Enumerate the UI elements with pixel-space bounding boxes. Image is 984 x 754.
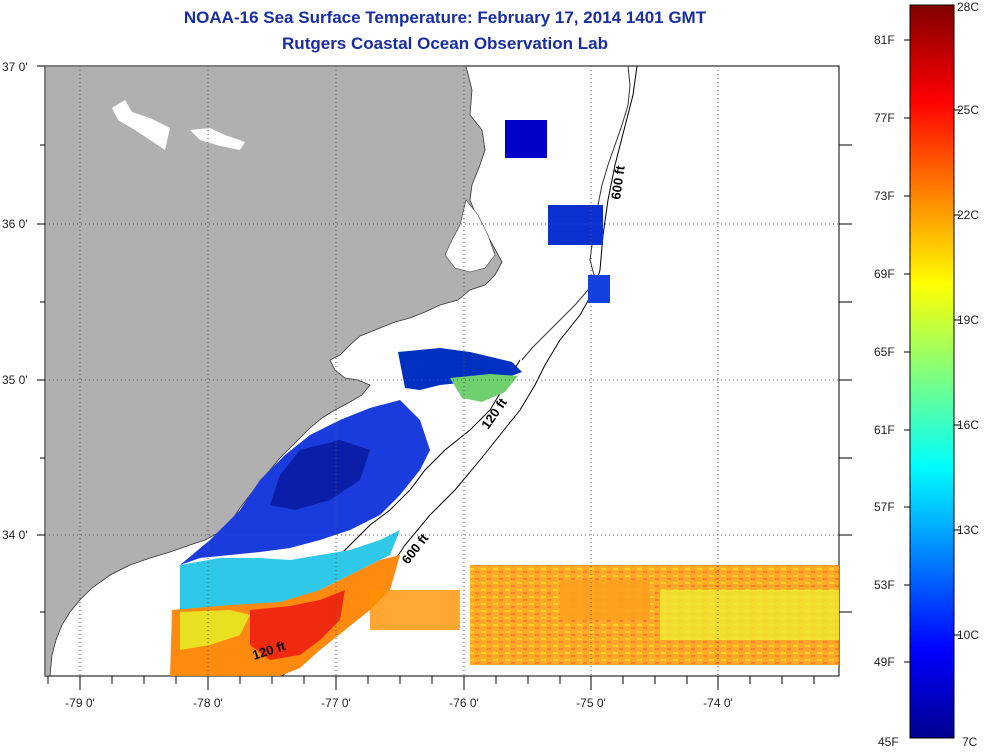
- sst-offshore-orange: [560, 580, 650, 620]
- sst-band-cape-green: [450, 374, 518, 402]
- lake-east: [190, 128, 245, 150]
- colorbar-label-22c: 22C: [957, 208, 980, 222]
- map-grid: [45, 66, 839, 676]
- colorbar-label-49f: 49F: [874, 655, 895, 669]
- lat-label-35: 35 0': [2, 373, 28, 387]
- colorbar-label-57f: 57F: [874, 500, 895, 514]
- sst-gulf-stream-core: [250, 590, 345, 660]
- colorbar-label-77f: 77F: [874, 111, 895, 125]
- lake-west: [112, 100, 170, 150]
- colorbar-label-7c: 7C: [962, 735, 978, 749]
- map-ticks: [37, 65, 852, 690]
- colorbar-label-28c: 28C: [957, 0, 980, 14]
- lon-label-74: -74 0': [703, 696, 733, 710]
- lat-label-34: 34 0': [2, 528, 28, 542]
- sst-onslow-deep: [270, 440, 370, 510]
- lon-label-76: -76 0': [449, 696, 479, 710]
- lon-label-78: -78 0': [193, 696, 223, 710]
- colorbar-label-73f: 73F: [874, 189, 895, 203]
- colorbar-label-25c: 25C: [957, 103, 980, 117]
- colorbar-label-69f: 69F: [874, 267, 895, 281]
- colorbar-label-10c: 10C: [957, 628, 980, 642]
- colorbar-label-53f: 53F: [874, 578, 895, 592]
- lon-label-79: -79 0': [65, 696, 95, 710]
- colorbar-ticks: [904, 39, 960, 663]
- sst-offshore-west: [370, 590, 460, 630]
- sst-patch-north-2: [548, 205, 603, 245]
- sound-waters: [444, 199, 496, 273]
- colorbar-label-19c: 19C: [957, 313, 980, 327]
- map-subtitle: Rutgers Coastal Ocean Observation Lab: [282, 34, 608, 53]
- colorbar-label-16c: 16C: [957, 418, 980, 432]
- sst-patch-north-1: [505, 120, 547, 158]
- lat-label-37: 37 0': [2, 60, 28, 74]
- colorbar-label-45f: 45F: [878, 735, 899, 749]
- colorbar-label-65f: 65F: [874, 345, 895, 359]
- sst-offshore-yellow: [660, 590, 839, 640]
- sst-onslow-cyan: [180, 530, 400, 610]
- lon-label-77: -77 0': [321, 696, 351, 710]
- sst-patch-north-3: [588, 275, 610, 303]
- sst-yellow-fringe: [180, 610, 250, 650]
- colorbar-label-61f: 61F: [874, 423, 895, 437]
- lon-label-75: -75 0': [576, 696, 606, 710]
- colorbar-label-13c: 13C: [957, 523, 980, 537]
- lat-label-36: 36 0': [2, 217, 28, 231]
- contour-label-600-north: 600 ft: [608, 164, 628, 200]
- map-title: NOAA-16 Sea Surface Temperature: Februar…: [183, 8, 707, 27]
- colorbar: [909, 4, 955, 739]
- colorbar-label-81f: 81F: [874, 33, 895, 47]
